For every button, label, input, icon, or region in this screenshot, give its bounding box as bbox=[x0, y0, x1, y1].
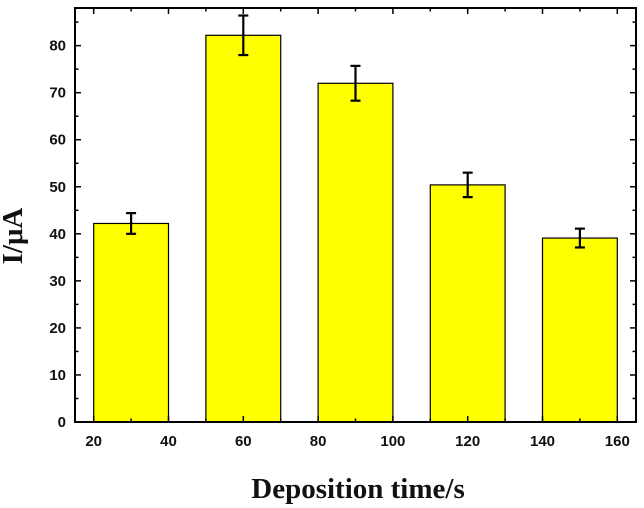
y-tick-label-70: 70 bbox=[49, 85, 66, 102]
x-axis-label: Deposition time/s bbox=[251, 473, 464, 505]
axes-group bbox=[74, 7, 637, 423]
x-tick-label-120: 120 bbox=[455, 433, 480, 450]
bar-60 bbox=[205, 34, 282, 423]
y-axis-label: I/μA bbox=[0, 208, 29, 265]
x-tick-label-60: 60 bbox=[235, 433, 252, 450]
y-tick-label-10: 10 bbox=[49, 367, 66, 384]
y-tick-label-0: 0 bbox=[58, 414, 66, 431]
y-tick-label-60: 60 bbox=[49, 132, 66, 149]
x-tick-label-140: 140 bbox=[530, 433, 555, 450]
y-tick-label-80: 80 bbox=[49, 38, 66, 55]
y-tick-label-30: 30 bbox=[49, 273, 66, 290]
error-bars-group bbox=[126, 14, 585, 249]
y-tick-label-50: 50 bbox=[49, 179, 66, 196]
bar-30 bbox=[93, 222, 170, 423]
bar-150 bbox=[541, 237, 618, 423]
x-tick-label-100: 100 bbox=[380, 433, 405, 450]
bar-90 bbox=[317, 82, 394, 423]
bar-120 bbox=[429, 184, 506, 423]
tick-labels-group: 0 10 20 30 40 50 60 70 80 20 40 60 80 100 120 140 160 bbox=[49, 38, 630, 450]
y-tick-label-40: 40 bbox=[49, 226, 66, 243]
x-tick-label-160: 160 bbox=[605, 433, 630, 450]
x-tick-label-40: 40 bbox=[160, 433, 177, 450]
y-tick-label-20: 20 bbox=[49, 320, 66, 337]
x-tick-label-20: 20 bbox=[85, 433, 102, 450]
x-tick-label-80: 80 bbox=[310, 433, 327, 450]
